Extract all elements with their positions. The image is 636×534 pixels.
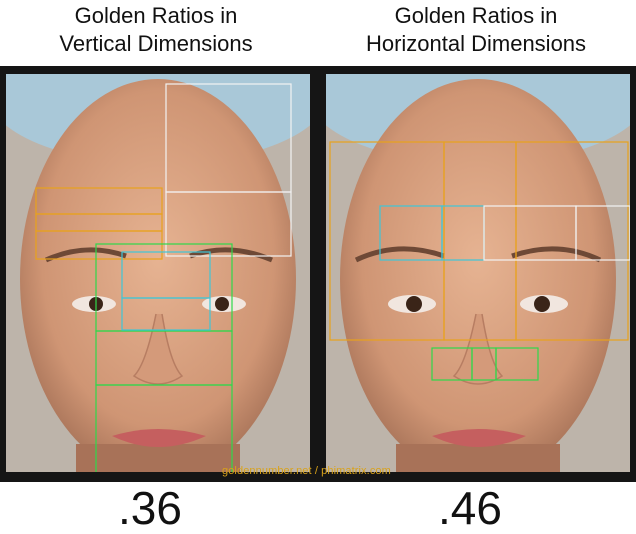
left-title-line2: Vertical Dimensions (59, 31, 253, 56)
right-title-line2: Horizontal Dimensions (365, 31, 587, 56)
face-shape (20, 79, 296, 472)
left-title: Golden Ratios in Vertical Dimensions (6, 2, 306, 58)
source-credit: goldennumber.net / phimatrix.com (222, 465, 391, 477)
face-shape (340, 79, 616, 472)
ratio-vertical-value: .36 (118, 482, 182, 534)
right-title: Golden Ratios in Horizontal Dimensions (326, 2, 626, 58)
right-title-line1: Golden Ratios in (394, 3, 558, 28)
face-illustration-vertical (6, 74, 310, 472)
ratio-horizontal-value: .46 (438, 482, 502, 534)
face-photo-horizontal (326, 74, 630, 472)
image-frame (0, 66, 636, 482)
left-title-line1: Golden Ratios in (74, 3, 238, 28)
face-photo-vertical (6, 74, 310, 472)
face-illustration-horizontal (326, 74, 630, 472)
